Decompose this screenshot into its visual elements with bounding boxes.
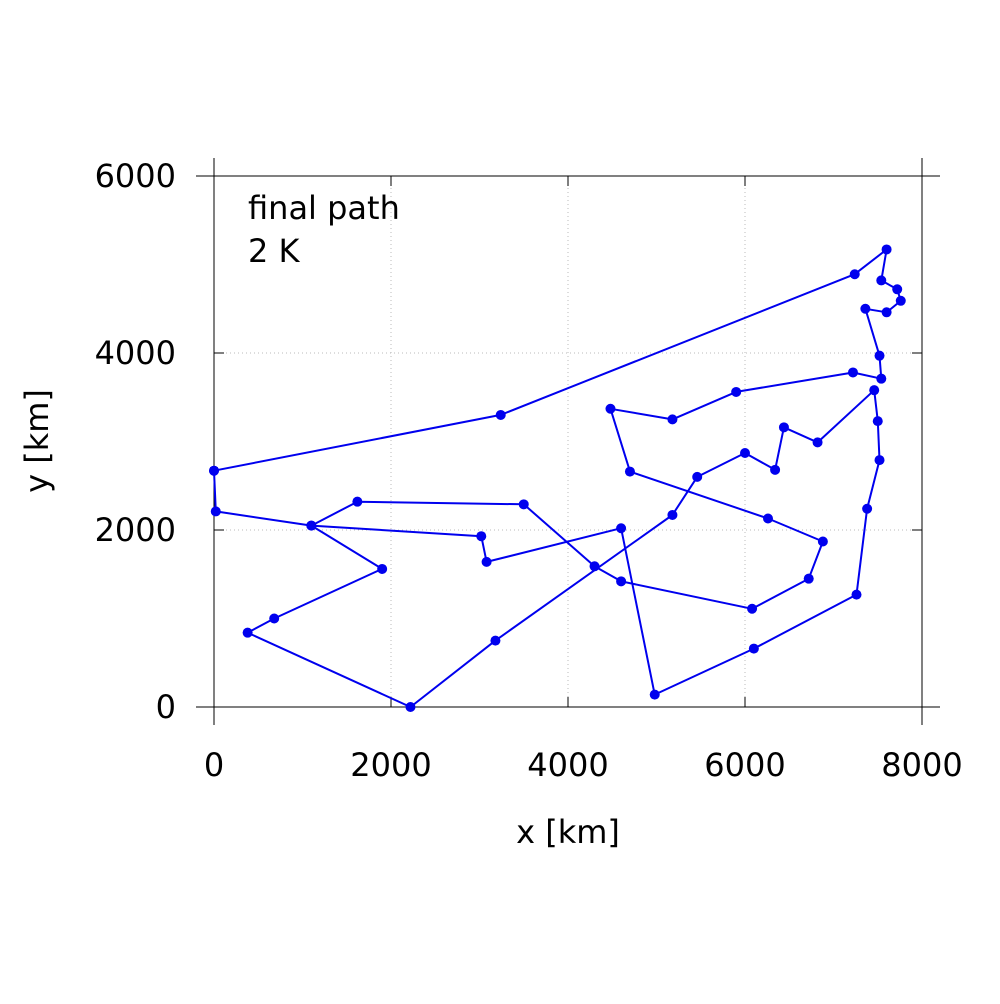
path-point [895, 295, 906, 306]
y-axis-label: y [km] [18, 389, 56, 493]
path-point [667, 414, 678, 425]
path-point [476, 531, 487, 542]
path-point [209, 465, 219, 476]
path-point [616, 576, 627, 587]
path-point [770, 464, 781, 475]
path-point [763, 513, 774, 524]
path-point [747, 603, 758, 614]
path-point [869, 385, 880, 396]
annotation-line-2: 2 K [248, 232, 301, 270]
path-line [213, 248, 902, 708]
path-point [731, 386, 742, 397]
axes-layer [196, 158, 940, 725]
path-point [778, 422, 789, 433]
path-point [851, 589, 862, 600]
path-point [377, 563, 388, 574]
path-point [667, 509, 678, 520]
path-point [862, 503, 873, 514]
path-point [269, 613, 280, 624]
grid-layer [214, 176, 922, 707]
path-point [876, 275, 887, 286]
path-point [518, 499, 529, 510]
path-point [892, 284, 903, 295]
path-point [881, 244, 892, 255]
path-point [589, 561, 600, 572]
path-point [881, 307, 892, 318]
path-point [210, 506, 221, 517]
ticks-layer: 0 2000 4000 6000 8000 0 2000 4000 6000 [95, 157, 963, 784]
path-point [352, 496, 363, 507]
path-point [649, 689, 660, 700]
path-point [874, 350, 885, 361]
path-point [616, 523, 627, 534]
path-point [242, 627, 253, 638]
path-point [748, 643, 759, 654]
x-tick-label: 2000 [350, 746, 431, 784]
path-point [817, 536, 828, 547]
path-point [874, 455, 885, 466]
path-point [849, 269, 860, 280]
path-point [490, 635, 501, 646]
y-tick-label: 6000 [95, 157, 176, 195]
y-tick-label: 0 [156, 688, 176, 726]
x-axis-label: x [km] [516, 813, 620, 851]
path-point [692, 471, 703, 482]
path-point [740, 448, 750, 459]
x-tick-label: 8000 [881, 746, 962, 784]
path-point [495, 409, 506, 420]
path-point [605, 403, 616, 414]
y-tick-label: 4000 [95, 334, 176, 372]
y-tick-label: 2000 [95, 511, 176, 549]
path-point [803, 573, 814, 584]
path-point [847, 367, 858, 378]
x-tick-label: 6000 [704, 746, 785, 784]
path-point [876, 373, 887, 384]
path-point [812, 437, 823, 448]
path-point [481, 556, 492, 567]
series-layer [209, 244, 906, 712]
path-point [860, 303, 871, 314]
path-point [872, 416, 883, 427]
x-tick-label: 4000 [527, 746, 608, 784]
path-point [405, 702, 416, 712]
x-tick-label: 0 [204, 746, 224, 784]
annotation-line-1: final path [248, 189, 400, 227]
path-point [306, 520, 317, 531]
path-point [624, 466, 635, 477]
